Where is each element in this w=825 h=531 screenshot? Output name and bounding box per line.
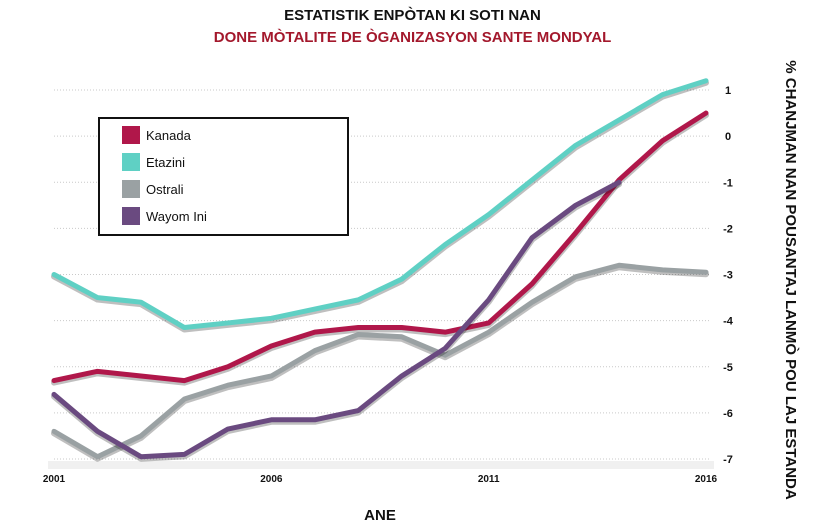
legend-item: Kanada (122, 125, 191, 145)
legend-item: Wayom Ini (122, 206, 207, 226)
legend-swatch (122, 126, 140, 144)
legend-label: Ostrali (146, 181, 184, 197)
x-tick-label: 2006 (260, 474, 283, 485)
legend-item: Ostrali (122, 179, 184, 199)
chart-legend: Kanada Etazini Ostrali Wayom Ini (98, 117, 349, 236)
chart-subtitle: DONE MÒTALITE DE ÒGANIZASYON SANTE MONDY… (213, 29, 612, 46)
y-tick-label: -1 (723, 177, 733, 189)
chart-title: ESTATISTIK ENPÒTAN KI SOTI NAN (284, 7, 541, 24)
y-tick-label: -3 (723, 270, 733, 282)
x-tick-label: 2001 (43, 474, 66, 485)
x-axis-label: ANE (364, 507, 396, 524)
series-line-4 (51, 179, 622, 460)
y-axis-label-wrap: % CHANJMAN NAN POUSANTAJ LANMÒ POU LAJ E… (760, 60, 820, 500)
y-tick-label: -5 (723, 362, 733, 374)
legend-item: Etazini (122, 152, 185, 172)
axis-shadow (48, 461, 714, 469)
x-tick-label: 2016 (695, 474, 718, 485)
legend-label: Wayom Ini (146, 208, 207, 224)
legend-label: Kanada (146, 127, 191, 143)
y-tick-label: -7 (723, 454, 733, 466)
series-line-2 (51, 78, 709, 331)
legend-swatch (122, 153, 140, 171)
legend-swatch (122, 207, 140, 225)
series-line-1 (51, 110, 709, 384)
x-tick-label: 2011 (478, 474, 500, 485)
y-axis-label: % CHANJMAN NAN POUSANTAJ LANMÒ POU LAJ E… (782, 60, 799, 500)
y-tick-label: -4 (723, 316, 734, 328)
y-tick-label: -2 (723, 223, 733, 235)
y-tick-label: -6 (723, 408, 733, 420)
legend-swatch (122, 180, 140, 198)
legend-label: Etazini (146, 154, 186, 170)
series-line-3 (51, 262, 709, 460)
y-tick-label: 0 (725, 131, 731, 143)
y-tick-label: 1 (725, 85, 731, 97)
